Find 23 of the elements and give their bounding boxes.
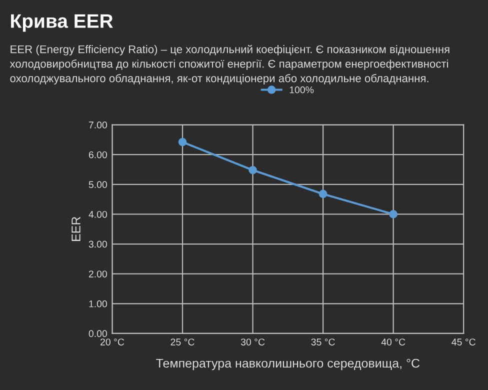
chart-title: Крива EER <box>11 14 113 32</box>
x-tick-label: 40 °C <box>381 338 406 346</box>
x-tick-label: 20 °C <box>100 338 124 346</box>
point <box>318 190 328 198</box>
point <box>389 210 398 218</box>
y-tick-label: 5.00 <box>88 181 107 188</box>
y-axis-title: EER <box>72 216 80 241</box>
point <box>178 138 187 146</box>
y-tick-label: 2.00 <box>88 270 107 278</box>
y-tick-label: 3.00 <box>88 240 107 248</box>
y-tick-label: 6.00 <box>88 151 107 158</box>
y-tick-label: 7.00 <box>88 122 107 128</box>
x-axis-title: Температура навколишнього середовища, °C <box>156 358 420 370</box>
chart-subtitle: EER (Energy Efficiency Ratio) – це холодильний коефіцієнт. Є показником відношення холодовиробництва до кількості спожитої енергії. Є параметром енергоефективності охолоджувального обладнання, як-от кондиціонери або холодильне обладнання. <box>10 44 450 84</box>
y-tick-label: 1.00 <box>89 300 107 308</box>
y-tick-label: 0.00 <box>88 330 107 338</box>
x-tick-label: 35 °C <box>311 338 335 346</box>
legend-label: 100% <box>290 86 314 94</box>
x-tick-label: 45 °C <box>452 338 476 346</box>
y-tick-label: 4.00 <box>88 210 107 218</box>
point <box>248 166 257 174</box>
x-tick-label: 25 °C <box>170 338 194 346</box>
x-tick-label: 30 °C <box>240 338 265 346</box>
